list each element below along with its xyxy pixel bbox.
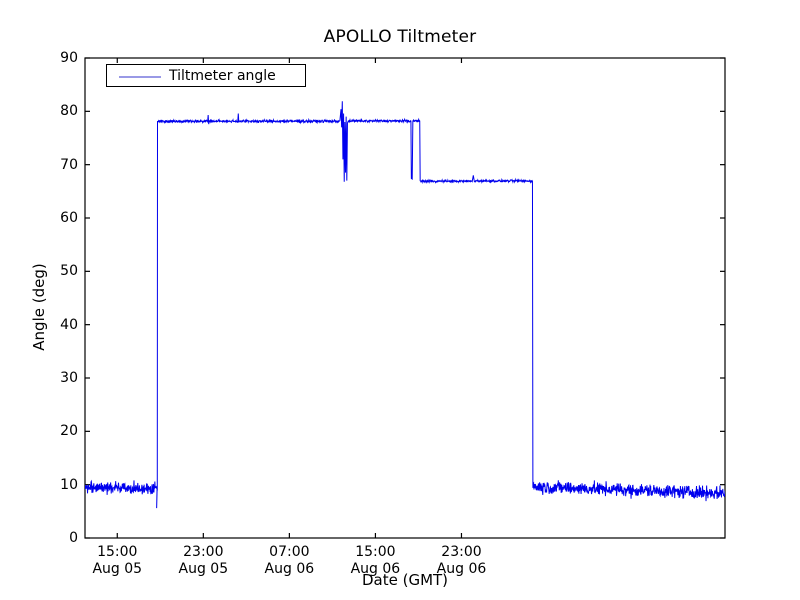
plot-frame (84, 57, 726, 539)
x-tick-label: 23:00 Aug 06 (401, 544, 521, 578)
x-tick-time: 23:00 (183, 544, 224, 560)
y-tick-label: 60 (60, 210, 78, 226)
y-axis-label: Angle (deg) (30, 263, 48, 351)
x-tick-date: Aug 05 (92, 561, 143, 577)
y-tick-label: 90 (60, 50, 78, 66)
x-tick-date: Aug 05 (178, 561, 229, 577)
y-tick-label: 0 (69, 530, 78, 546)
x-tick-time: 15:00 (97, 544, 138, 560)
x-axis-label: Date (GMT) (361, 571, 449, 589)
axis-tick-marks (85, 57, 725, 539)
y-tick-label: 50 (60, 263, 78, 280)
x-tick-label: 23:00 Aug 05 (143, 544, 263, 578)
legend-entry-label: Tiltmeter angle (169, 68, 276, 84)
x-tick-date: Aug 06 (264, 561, 315, 577)
x-tick-time: 23:00 (441, 544, 482, 560)
legend-line-swatch (119, 76, 161, 78)
x-tick-date: Aug 06 (350, 561, 401, 577)
y-tick-label: 10 (60, 476, 78, 493)
y-tick-label: 20 (60, 423, 78, 440)
x-tick-time: 15:00 (355, 544, 396, 560)
y-axis-ticks: 0 10 20 30 40 50 60 70 80 90 (16, 0, 78, 600)
x-tick-date: Aug 06 (436, 561, 487, 577)
y-tick-label: 80 (60, 103, 78, 120)
chart-title: APOLLO Tiltmeter (323, 27, 477, 47)
y-tick-label: 40 (60, 316, 78, 333)
y-tick-label: 30 (60, 370, 78, 386)
legend: Tiltmeter angle (106, 64, 306, 87)
y-tick-label: 70 (60, 156, 78, 173)
x-tick-label: 15:00 Aug 05 (57, 544, 177, 578)
x-tick-time: 07:00 (269, 544, 310, 560)
tiltmeter-angle-series (85, 101, 725, 509)
x-tick-label: 07:00 Aug 06 (229, 544, 349, 578)
x-tick-label: 15:00 Aug 06 (315, 544, 435, 578)
